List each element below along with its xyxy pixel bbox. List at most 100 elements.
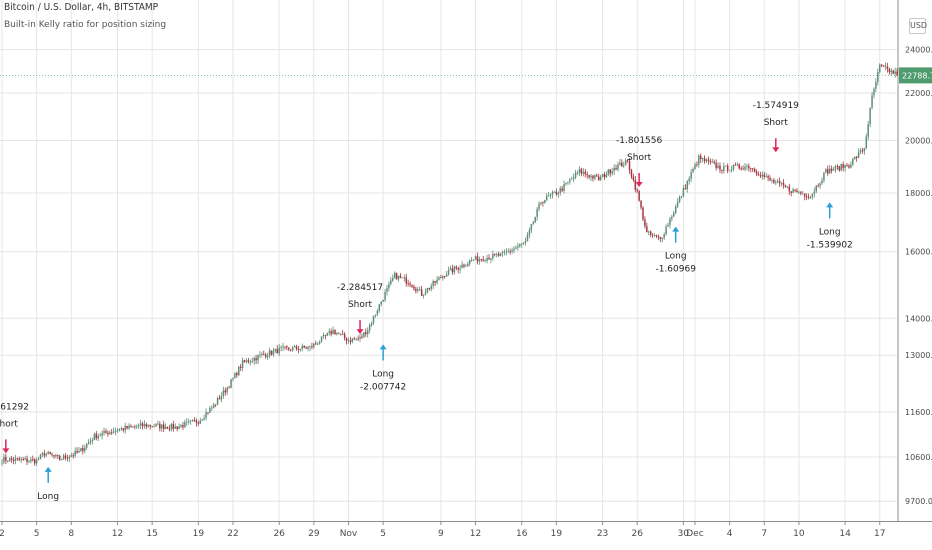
short-arrow-head (772, 147, 780, 153)
candle (800, 190, 802, 196)
strategy-name[interactable]: Built-in Kelly ratio for position sizing (4, 20, 167, 30)
candle-body (135, 426, 138, 428)
candle (74, 447, 76, 458)
date-tick-label: 30 (678, 529, 690, 539)
candle (852, 157, 854, 167)
candle-body (205, 412, 207, 419)
short-signal[interactable]: -1.801556 Short (616, 136, 663, 187)
candle (413, 284, 415, 291)
candle-body (257, 355, 259, 361)
candle (110, 428, 113, 436)
candle (769, 175, 771, 182)
candle-body (678, 196, 681, 203)
candle (199, 417, 202, 425)
candle (472, 259, 475, 261)
candle (26, 455, 28, 466)
candle-body (278, 347, 280, 354)
candle-body (738, 164, 740, 169)
candle-body (750, 168, 752, 169)
candle-body (622, 165, 625, 167)
candle-body (790, 191, 792, 193)
candle (517, 242, 519, 251)
long-signal[interactable]: Long (37, 466, 59, 502)
candle (366, 327, 369, 338)
long-arrow-head (44, 466, 52, 472)
candle-body (22, 459, 24, 460)
candle-body (270, 350, 273, 355)
candle (699, 153, 702, 164)
candle-body (501, 252, 504, 254)
candle (875, 78, 877, 93)
date-tick-label: 15 (146, 529, 157, 539)
long-signal[interactable]: Long -1.539902 (807, 202, 853, 250)
candle-body (590, 175, 592, 178)
candle (226, 386, 228, 396)
candle-body (393, 272, 396, 279)
candle-body (295, 346, 298, 350)
candle-body (80, 448, 82, 451)
candle-body (470, 260, 473, 262)
candle-body (109, 432, 111, 435)
candle-body (617, 164, 619, 170)
candle (176, 426, 178, 432)
candle-body (497, 254, 500, 256)
short-signal[interactable]: -1.661292 Short (0, 402, 29, 454)
candle-body (528, 230, 531, 236)
long-arrow-head (826, 202, 834, 208)
long-signal[interactable]: Long -1.60969 (655, 226, 696, 275)
candle (819, 182, 821, 189)
candle-body (301, 345, 304, 349)
candle (765, 172, 767, 178)
candle-body (226, 387, 228, 393)
candle (551, 190, 554, 199)
candle-body (850, 164, 852, 168)
candle-body (467, 263, 469, 266)
candle-body (571, 178, 573, 180)
candle (87, 439, 90, 445)
currency-button[interactable]: USD (909, 18, 927, 34)
candle-body (430, 285, 433, 289)
candle (368, 323, 371, 334)
candle (272, 347, 275, 357)
candle (116, 428, 119, 434)
candle-body (274, 348, 277, 351)
candle (228, 385, 230, 389)
candle-body (671, 216, 673, 219)
candle (76, 447, 78, 454)
candle-body (5, 456, 7, 461)
short-signal[interactable]: -2.284517 Short (337, 283, 383, 335)
signal-type-label: Short (348, 300, 373, 310)
candle-body (20, 459, 22, 460)
candle (611, 167, 613, 176)
candle (630, 168, 633, 179)
candle (740, 166, 742, 171)
candle-body (563, 183, 565, 191)
candle (748, 163, 750, 172)
candle (661, 237, 663, 243)
candle-body (619, 162, 621, 165)
candle (545, 193, 548, 202)
candle (707, 156, 710, 165)
candle (186, 418, 188, 427)
candle (802, 190, 804, 195)
candle (284, 346, 286, 350)
candle (771, 178, 773, 184)
candle-body (576, 172, 579, 174)
candle-body (8, 458, 11, 462)
candle (511, 247, 513, 254)
candle (896, 68, 898, 77)
candle-body (374, 314, 377, 316)
candle-body (867, 124, 869, 137)
candle-body (692, 169, 694, 173)
candle (578, 166, 581, 177)
long-signal[interactable]: Long -2.007742 (360, 344, 406, 392)
short-signal[interactable]: -1.574919 Short (753, 101, 799, 153)
candle (836, 164, 839, 170)
candle (494, 253, 496, 257)
candle (195, 418, 198, 427)
candle-body (842, 163, 844, 169)
candle-body (880, 64, 883, 66)
candle (45, 452, 48, 457)
candle-body (732, 164, 735, 170)
